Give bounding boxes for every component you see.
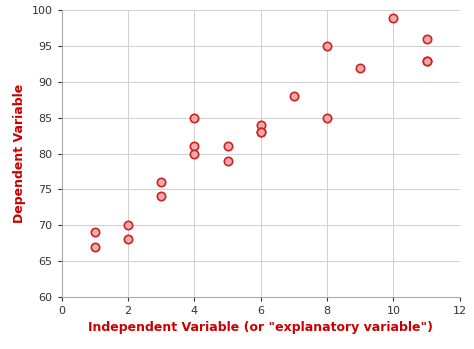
Point	[91, 230, 99, 235]
Point	[124, 237, 132, 242]
Y-axis label: Dependent Variable: Dependent Variable	[13, 84, 26, 223]
Point	[224, 158, 231, 163]
Point	[191, 115, 198, 120]
Point	[157, 194, 165, 199]
Point	[157, 179, 165, 185]
Point	[423, 58, 430, 64]
Point	[390, 15, 397, 21]
Point	[323, 115, 331, 120]
Point	[323, 44, 331, 49]
Point	[257, 129, 264, 135]
Point	[356, 65, 364, 70]
Point	[124, 222, 132, 228]
Point	[257, 129, 264, 135]
Point	[191, 151, 198, 156]
Point	[91, 244, 99, 249]
Point	[290, 94, 298, 99]
Point	[257, 122, 264, 128]
Point	[423, 36, 430, 42]
X-axis label: Independent Variable (or "explanatory variable"): Independent Variable (or "explanatory va…	[88, 321, 433, 334]
Point	[224, 144, 231, 149]
Point	[423, 58, 430, 64]
Point	[191, 144, 198, 149]
